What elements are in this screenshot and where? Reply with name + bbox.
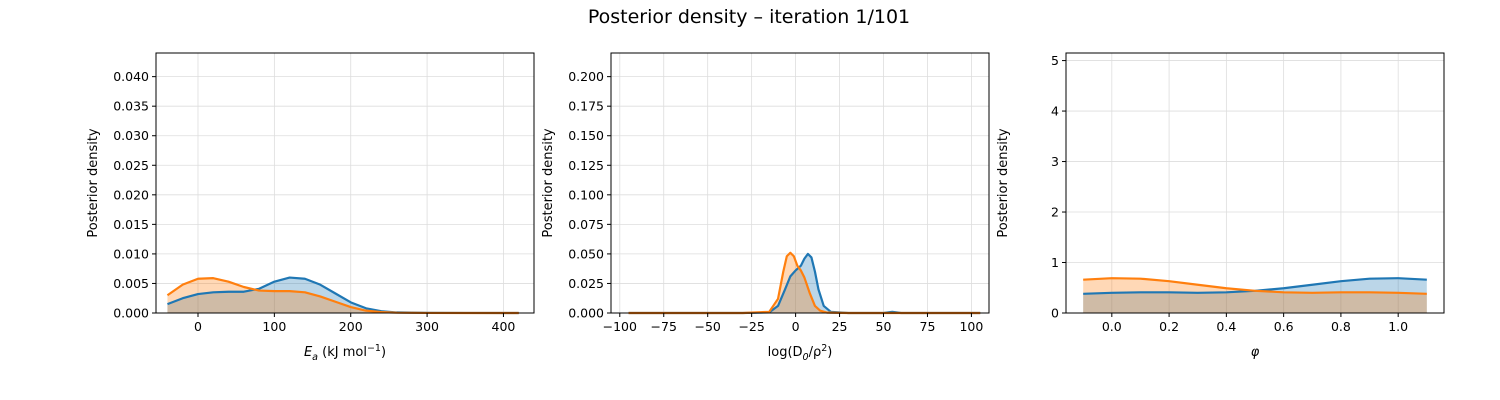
y-tick-label: 0.015 (113, 217, 149, 232)
y-tick-label: 0.035 (113, 99, 149, 114)
y-tick-label: 0.100 (568, 187, 604, 202)
chart-panel-1: 0 100 200 300 400 0.000 0.005 0.010 0.015 0.020 0.… (86, 52, 535, 363)
x-axis-label: log(D0/ρ2) (768, 343, 833, 363)
y-axis-label: Posterior density (541, 128, 556, 238)
x-tick-label: 0 (792, 319, 800, 334)
y-tick-label: 0 (1051, 306, 1059, 321)
series-1-area (167, 277, 519, 313)
y-tick-label: 1 (1051, 255, 1059, 270)
series-1-area (628, 253, 981, 313)
x-tick-label: 75 (920, 319, 936, 334)
x-tick-label: 0.6 (1274, 319, 1294, 334)
x-tick-label: 100 (959, 319, 983, 334)
x-tick-label: −100 (603, 319, 637, 334)
chart-panel-3: 0.0 0.2 0.4 0.6 0.8 1.0 0 1 2 3 4 5 φ Posterior densi… (996, 52, 1445, 360)
y-tick-label: 0.025 (568, 276, 604, 291)
series-2-line (1083, 277, 1427, 295)
y-tick-label: 0.125 (568, 158, 604, 173)
y-tick-label: 0.000 (568, 306, 604, 321)
x-axis-label: φ (1251, 345, 1260, 360)
y-tick-label: 5 (1051, 53, 1059, 68)
x-tick-label: −50 (695, 319, 721, 334)
x-tick-label: 300 (415, 319, 439, 334)
y-tick-label: 0.020 (113, 187, 149, 202)
y-axis-label: Posterior density (996, 128, 1011, 238)
x-tick-label: −25 (738, 319, 764, 334)
y-tick-label: 0.040 (113, 69, 149, 84)
y-tick-label: 3 (1051, 154, 1059, 169)
x-tick-label: −75 (651, 319, 677, 334)
x-tick-label: 400 (492, 319, 516, 334)
x-tick-label: 200 (339, 319, 363, 334)
series-2-area (628, 252, 981, 313)
y-tick-label: 0.175 (568, 99, 604, 114)
y-tick-label: 0.025 (113, 158, 149, 173)
x-tick-label: 0.8 (1331, 319, 1351, 334)
y-tick-label: 0.030 (113, 128, 149, 143)
y-tick-label: 0.005 (113, 276, 149, 291)
plot-frame (1065, 52, 1445, 314)
x-tick-label: 1.0 (1388, 319, 1408, 334)
series-1-area (1083, 278, 1427, 313)
y-tick-label: 0.010 (113, 246, 149, 261)
y-axis-label: Posterior density (86, 128, 101, 238)
x-tick-label: 100 (262, 319, 286, 334)
x-axis-label: Ea (kJ mol−1) (304, 343, 386, 363)
y-tick-label: 0.000 (113, 306, 149, 321)
y-tick-label: 0.200 (568, 69, 604, 84)
x-tick-label: 0 (194, 319, 202, 334)
x-tick-label: 0.4 (1216, 319, 1236, 334)
y-tick-label: 4 (1051, 104, 1059, 119)
y-tick-label: 0.050 (568, 246, 604, 261)
y-tick-label: 0.075 (568, 217, 604, 232)
series-2-line (628, 251, 981, 315)
series-2-area (167, 278, 519, 313)
x-tick-label: 0.0 (1102, 319, 1122, 334)
chart-panel-2: −100 −75 −50 −25 0 25 50 75 100 0.000 0.025 0.050 0.… (541, 52, 990, 363)
series-2-area (1083, 278, 1427, 313)
figure-title: Posterior density – iteration 1/101 (588, 6, 910, 28)
x-tick-label: 25 (832, 319, 848, 334)
y-tick-label: 0.150 (568, 128, 604, 143)
x-tick-label: 50 (876, 319, 892, 334)
plot-frame (155, 52, 535, 314)
y-tick-label: 2 (1051, 205, 1059, 220)
x-tick-label: 0.2 (1159, 319, 1179, 334)
plot-frame (610, 52, 990, 314)
